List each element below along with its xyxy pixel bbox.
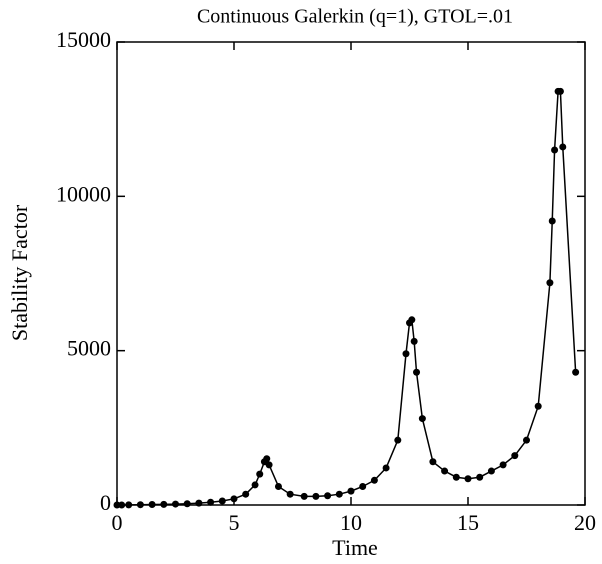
y-tick-label: 0 [100,490,111,515]
data-point [265,461,273,469]
data-point [335,490,343,498]
data-point [230,495,238,503]
data-point [487,467,495,475]
chart-title: Continuous Galerkin (q=1), GTOL=.01 [197,6,513,28]
data-point [286,490,294,498]
data-point [370,476,378,484]
data-point [172,500,179,508]
data-point [136,501,144,509]
x-tick-label: 15 [457,510,479,535]
data-point [534,402,542,410]
data-point [551,146,559,154]
data-point [410,337,418,345]
data-point [300,492,308,500]
data-point [160,500,168,508]
y-tick-label: 5000 [67,336,111,361]
data-point [359,482,367,490]
data-point [408,316,416,324]
data-point [324,492,332,500]
data-point [242,490,250,498]
data-point [207,498,215,506]
data-point [523,436,530,444]
x-tick-label: 10 [340,510,362,535]
data-point [429,458,437,466]
data-point [274,482,282,490]
plot-frame [116,41,586,506]
data-point [464,475,472,483]
data-point [218,497,226,505]
data-point [118,501,126,509]
data-point [441,467,449,475]
data-point [382,464,390,472]
x-tick-label: 0 [112,510,123,535]
data-point [511,452,519,460]
data-point [402,350,410,358]
y-axis-label: Stability Factor [7,204,32,341]
y-tick-label: 15000 [56,27,111,52]
data-point [125,501,133,509]
data-point [263,455,271,463]
data-point [256,470,264,478]
data-point [148,501,156,509]
data-point [548,217,556,225]
data-point [394,436,402,444]
data-line [117,90,577,506]
data-point [476,473,484,481]
x-axis-label: Time [332,535,378,560]
data-point [418,415,426,423]
data-point [556,87,564,95]
data-point [413,368,421,376]
data-point [546,279,554,287]
data-point [251,481,259,489]
data-point [559,143,567,151]
y-tick-label: 10000 [56,181,111,206]
data-point [347,487,355,495]
data-point [183,500,191,508]
data-point [499,461,507,469]
data-point [572,368,580,376]
x-tick-label: 5 [229,510,240,535]
data-point [312,492,320,500]
x-tick-label: 20 [574,510,596,535]
data-point [195,499,203,507]
data-point [452,473,460,481]
